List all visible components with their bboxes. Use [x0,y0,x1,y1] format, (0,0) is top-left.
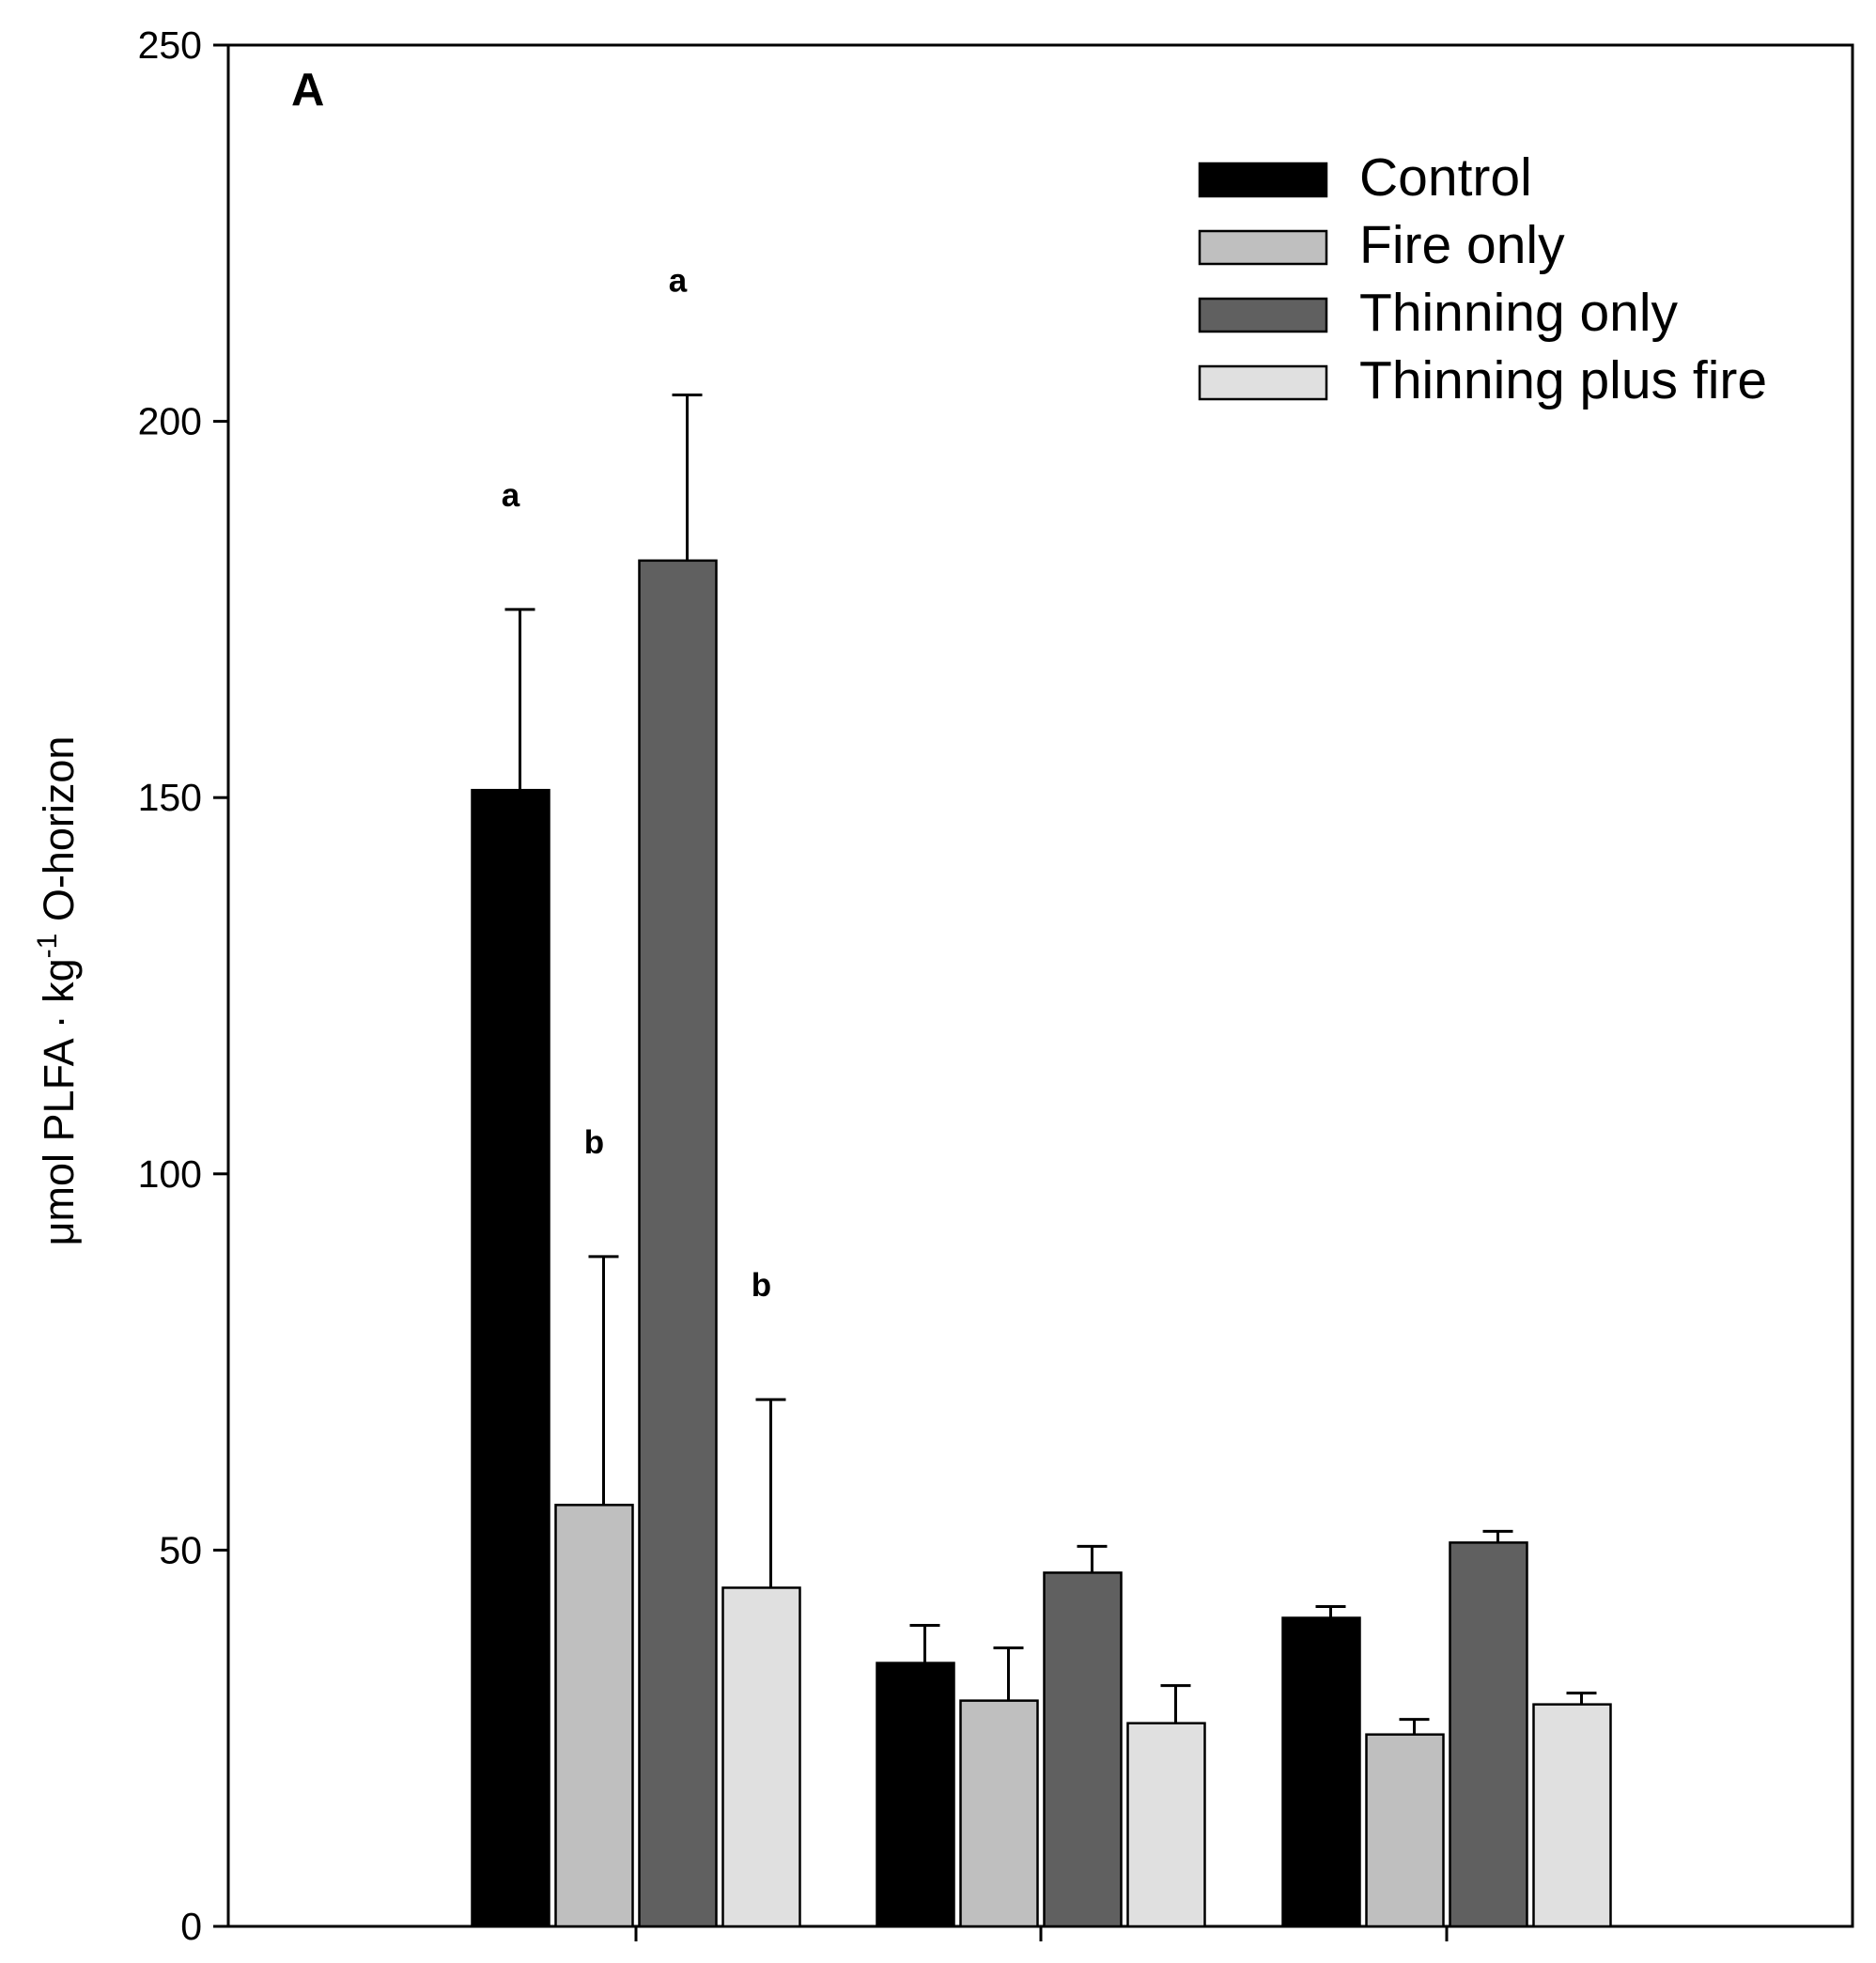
significance-letter: b [752,1267,771,1304]
significance-letter: a [502,477,520,514]
bar [1043,1571,1123,1928]
legend: Control Fire only Thinning only Thinning pl… [1198,147,1767,410]
legend-swatch [1198,297,1328,333]
bar [554,1504,634,1928]
legend-swatch [1198,229,1328,266]
legend-swatch [1198,364,1328,401]
y-tick-label: 250 [138,23,202,67]
legend-swatch [1198,162,1328,198]
y-tick-label: 0 [180,1905,202,1948]
bar [1532,1703,1612,1928]
bar [721,1586,801,1928]
y-axis-label-superscript: -1 [32,934,63,959]
y-axis-label: μmol PLFA · kg-1 O-horizon [32,736,83,1246]
bar [638,559,718,1928]
bar [1281,1616,1361,1928]
significance-letter: b [584,1124,604,1161]
significance-letter: a [669,263,688,300]
bar [959,1699,1039,1928]
bar [876,1662,955,1928]
legend-label: Fire only [1359,215,1565,275]
y-tick-label: 50 [159,1528,202,1571]
legend-label: Control [1359,147,1532,208]
legend-label: Thinning plus fire [1359,350,1767,410]
y-tick-label: 200 [138,400,202,443]
bar [1126,1722,1206,1928]
y-tick-label: 150 [138,776,202,819]
legend-label: Thinning only [1359,283,1679,343]
y-tick-label: 100 [138,1152,202,1196]
panel-label: A [291,65,324,116]
y-axis-label-end: O-horizon [35,736,83,934]
bar [1365,1733,1445,1928]
axes: 0 50 100 150 200 250 [138,23,1854,1948]
y-axis-label-main: μmol PLFA · kg [35,958,83,1245]
bar [1449,1541,1528,1928]
bar [471,788,550,1928]
bars [471,394,1612,1928]
significance-letters: a b a b [502,263,771,1305]
